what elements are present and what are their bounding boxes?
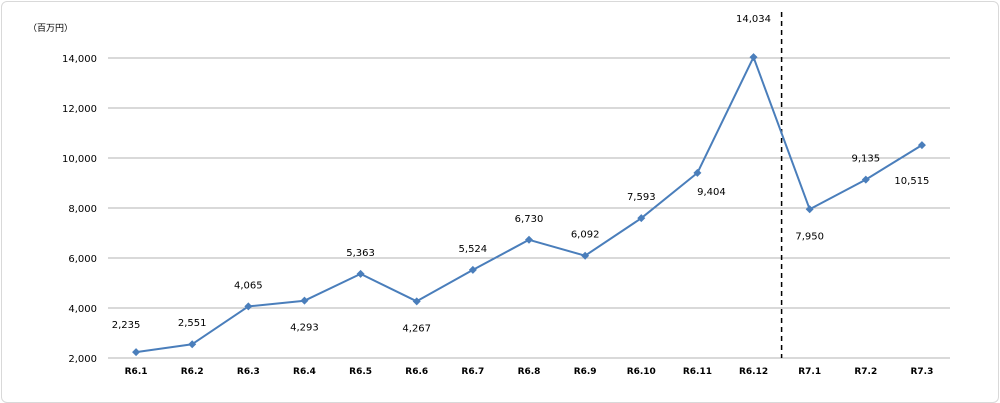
data-point-marker	[412, 297, 421, 306]
data-label: 2,235	[112, 320, 141, 331]
x-tick-label: R6.6	[405, 367, 428, 377]
x-tick-label: R6.3	[237, 367, 260, 377]
x-tick-label: R7.3	[910, 367, 933, 377]
x-tick-label: R6.2	[181, 367, 204, 377]
data-label: 14,034	[736, 14, 771, 25]
x-tick-label: R6.11	[683, 367, 712, 377]
data-label: 9,135	[851, 154, 880, 165]
x-tick-label: R6.7	[461, 367, 484, 377]
data-label: 6,730	[515, 214, 544, 225]
data-point-marker	[300, 296, 309, 305]
data-point-marker	[581, 251, 590, 260]
data-point-marker	[525, 235, 533, 244]
x-tick-label: R6.12	[739, 367, 768, 377]
data-label: 7,950	[795, 231, 824, 242]
x-tick-label: R6.9	[574, 367, 597, 377]
x-tick-label: R6.10	[627, 367, 656, 377]
y-tick-label: 6,000	[68, 254, 97, 265]
y-tick-label: 14,000	[62, 54, 97, 65]
data-point-marker	[917, 141, 926, 150]
x-tick-label: R6.1	[125, 367, 148, 377]
x-tick-label: R7.1	[798, 367, 821, 377]
data-label: 4,293	[290, 323, 319, 334]
data-label: 10,515	[894, 176, 929, 187]
data-label: 4,065	[234, 280, 263, 291]
data-label: 7,593	[627, 192, 656, 203]
y-tick-label: 4,000	[68, 304, 97, 315]
x-tick-label: R6.8	[518, 367, 541, 377]
data-label: 2,551	[178, 318, 207, 329]
data-label: 4,267	[402, 323, 431, 334]
data-label: 9,404	[697, 187, 726, 198]
y-tick-label: 2,000	[68, 354, 97, 365]
data-label: 5,363	[346, 248, 375, 259]
data-point-marker	[244, 302, 253, 311]
x-tick-label: R6.5	[349, 367, 372, 377]
y-tick-label: 8,000	[68, 204, 97, 215]
y-tick-label: 10,000	[62, 154, 97, 165]
data-point-marker	[749, 53, 758, 62]
data-point-marker	[637, 214, 646, 223]
y-tick-label: 12,000	[62, 104, 97, 115]
data-point-marker	[188, 340, 197, 349]
data-point-marker	[805, 205, 814, 214]
data-point-marker	[468, 265, 477, 274]
data-point-marker	[132, 348, 141, 357]
data-point-marker	[356, 269, 365, 278]
data-label: 6,092	[571, 230, 600, 241]
x-tick-label: R7.2	[854, 367, 877, 377]
data-point-marker	[861, 175, 870, 184]
data-point-marker	[693, 168, 702, 177]
x-tick-label: R6.4	[293, 367, 316, 377]
unit-label: （百万円）	[28, 23, 73, 34]
data-label: 5,524	[459, 244, 488, 255]
